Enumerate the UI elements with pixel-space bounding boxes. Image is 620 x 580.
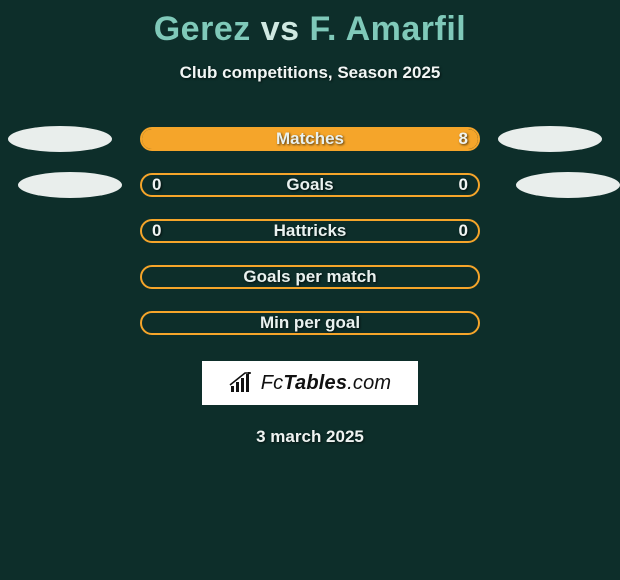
logo-prefix: Fc	[261, 372, 284, 394]
stat-value-right: 8	[459, 129, 468, 149]
player2-marker	[498, 126, 602, 152]
subtitle: Club competitions, Season 2025	[0, 63, 620, 83]
fctables-logo: FcTables.com	[202, 361, 418, 405]
stat-label: Hattricks	[274, 221, 347, 241]
stat-row: Min per goal	[0, 311, 620, 335]
stat-row: Matches 8	[0, 127, 620, 151]
player2-name: F. Amarfil	[309, 10, 466, 48]
chart-icon	[229, 372, 255, 394]
logo-bold: Tables	[283, 372, 347, 394]
vs-text: vs	[261, 10, 300, 48]
player1-name: Gerez	[154, 10, 251, 48]
stat-label: Goals	[286, 175, 333, 195]
stat-value-right: 0	[459, 175, 468, 195]
player1-marker	[18, 172, 122, 198]
stat-bar: Hattricks 0 0	[140, 219, 480, 243]
stat-bar: Matches 8	[140, 127, 480, 151]
player2-marker	[516, 172, 620, 198]
logo-suffix: .com	[347, 372, 391, 394]
stat-value-right: 0	[459, 221, 468, 241]
stat-value-left: 0	[152, 221, 161, 241]
logo-text: FcTables.com	[261, 372, 392, 395]
stat-label: Goals per match	[243, 267, 376, 287]
stat-row: Goals per match	[0, 265, 620, 289]
stat-value-left: 0	[152, 175, 161, 195]
comparison-title: Gerez vs F. Amarfil	[0, 0, 620, 49]
stat-bar: Min per goal	[140, 311, 480, 335]
stat-row: Goals 0 0	[0, 173, 620, 197]
stats-rows: Matches 8 Goals 0 0 Hattricks 0 0 Goals per matc…	[0, 127, 620, 335]
stat-label: Matches	[276, 129, 344, 149]
stat-bar: Goals 0 0	[140, 173, 480, 197]
player1-marker	[8, 126, 112, 152]
stat-bar: Goals per match	[140, 265, 480, 289]
stat-label: Min per goal	[260, 313, 360, 333]
stat-row: Hattricks 0 0	[0, 219, 620, 243]
date-text: 3 march 2025	[0, 427, 620, 447]
